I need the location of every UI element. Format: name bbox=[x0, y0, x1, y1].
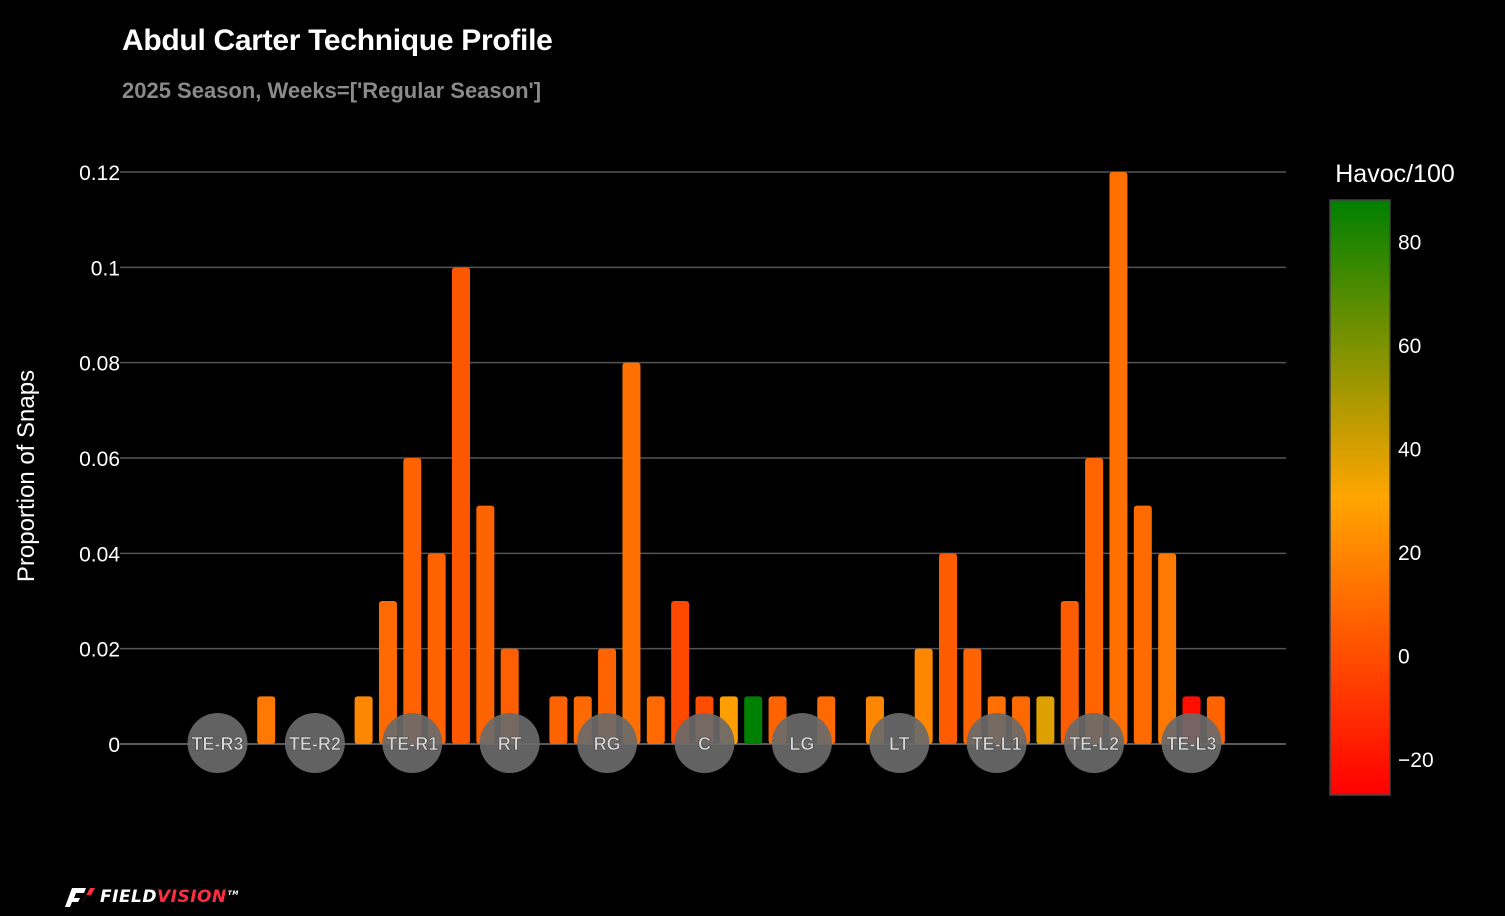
alignment-marker bbox=[577, 713, 638, 773]
y-tick-label: 0.08 bbox=[79, 353, 120, 376]
colorbar-gradient bbox=[1329, 199, 1391, 796]
alignment-marker bbox=[479, 713, 540, 773]
logo-part-b: VISION bbox=[157, 887, 227, 907]
alignment-marker bbox=[284, 713, 345, 773]
alignment-marker bbox=[771, 713, 832, 773]
logo-trademark: TM bbox=[227, 890, 239, 898]
bar bbox=[1085, 458, 1104, 744]
chart-canvas: 0 0.02 0.04 0.06 0.08 0.1 0.12 Proportion of S… bbox=[13, 160, 1455, 796]
y-tick-label: 0.1 bbox=[91, 257, 120, 280]
alignment-marker bbox=[966, 713, 1027, 773]
bar bbox=[403, 458, 422, 744]
alignment-label: RT bbox=[498, 734, 522, 754]
colorbar-tick-label: 40 bbox=[1398, 438, 1421, 461]
fieldvision-wordmark: FIELDVISIONTM bbox=[100, 887, 239, 907]
y-axis-ticks: 0 0.02 0.04 0.06 0.08 0.1 0.12 bbox=[79, 162, 120, 757]
bar bbox=[1133, 505, 1152, 744]
colorbar-title: Havoc/100 bbox=[1335, 160, 1455, 188]
y-tick-label: 0 bbox=[108, 734, 120, 757]
logo-part-a: FIELD bbox=[100, 887, 157, 907]
y-tick-label: 0.02 bbox=[79, 639, 120, 662]
alignment-label: LT bbox=[889, 734, 910, 754]
bar bbox=[549, 696, 568, 744]
y-tick-label: 0.04 bbox=[79, 543, 120, 566]
y-tick-label: 0.06 bbox=[79, 448, 120, 471]
chart-title: Abdul Carter Technique Profile bbox=[122, 24, 553, 57]
bar bbox=[622, 362, 641, 744]
fieldvision-logo: FIELDVISIONTM bbox=[62, 886, 239, 908]
bar bbox=[378, 601, 397, 744]
colorbar-ticks: 80 60 40 20 0 −20 bbox=[1398, 231, 1434, 771]
bar bbox=[963, 648, 982, 744]
alignment-marker bbox=[869, 713, 930, 773]
bar bbox=[257, 696, 276, 744]
alignment-label: TE-L2 bbox=[1069, 734, 1119, 754]
colorbar-tick-label: 60 bbox=[1398, 335, 1421, 358]
alignment-marker bbox=[382, 713, 443, 773]
colorbar-tick-label: 20 bbox=[1398, 542, 1421, 565]
colorbar-tick-label: 80 bbox=[1398, 231, 1421, 254]
bar bbox=[476, 505, 495, 744]
bar bbox=[1036, 696, 1055, 744]
bar bbox=[914, 648, 933, 744]
alignment-label: LG bbox=[789, 734, 814, 754]
alignment-label: TE-R2 bbox=[289, 734, 341, 754]
alignment-label: TE-L3 bbox=[1166, 734, 1216, 754]
chart-subtitle: 2025 Season, Weeks=['Regular Season'] bbox=[122, 78, 542, 103]
bar bbox=[354, 696, 373, 744]
bar bbox=[1109, 172, 1128, 744]
colorbar-tick-label: 0 bbox=[1398, 645, 1410, 668]
alignment-label: C bbox=[698, 734, 711, 754]
bar bbox=[939, 553, 957, 744]
alignment-label: TE-L1 bbox=[972, 734, 1022, 754]
alignment-label: RG bbox=[594, 734, 621, 754]
colorbar-tick-label: −20 bbox=[1398, 749, 1434, 772]
bar bbox=[1158, 553, 1177, 744]
alignment-marker bbox=[1064, 713, 1125, 773]
bar bbox=[646, 696, 665, 744]
bar bbox=[452, 267, 470, 744]
bar bbox=[1060, 601, 1079, 744]
bar bbox=[671, 601, 690, 744]
colorbar: Havoc/100 80 60 40 20 0 −20 bbox=[1329, 160, 1455, 796]
alignment-marker bbox=[1161, 713, 1222, 773]
y-axis-label: Proportion of Snaps bbox=[13, 370, 40, 582]
y-tick-label: 0.12 bbox=[79, 162, 120, 185]
alignment-label: TE-R3 bbox=[191, 734, 243, 754]
alignment-marker bbox=[187, 713, 248, 773]
bar bbox=[427, 553, 446, 744]
alignment-marker bbox=[674, 713, 735, 773]
alignment-markers: TE-R3 TE-R2 TE-R1 RT RG C LG LT TE-L1 TE-L2 TE-L3 bbox=[187, 713, 1222, 773]
alignment-label: TE-R1 bbox=[386, 734, 438, 754]
bar bbox=[744, 696, 763, 744]
fieldvision-mark-icon bbox=[65, 888, 95, 907]
